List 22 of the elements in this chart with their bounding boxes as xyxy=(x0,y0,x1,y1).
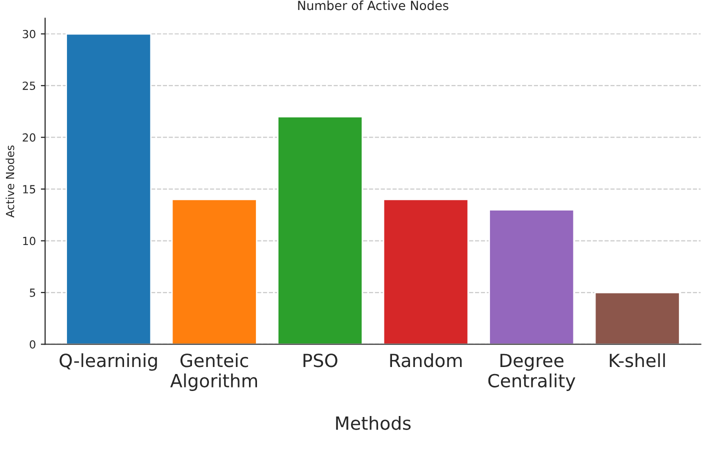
y-axis-title: Active Nodes xyxy=(6,146,14,218)
bar xyxy=(66,33,152,344)
bar xyxy=(171,198,258,344)
y-tick-label: 30 xyxy=(22,30,36,38)
y-tick-label: 0 xyxy=(30,340,36,349)
x-tick-label: Degree Centrality xyxy=(488,354,576,391)
x-tick-label: Q-learninig xyxy=(60,353,157,371)
chart-title: Number of Active Nodes xyxy=(298,0,448,10)
bar xyxy=(382,198,469,344)
y-tick-label: 15 xyxy=(23,185,36,194)
bar xyxy=(594,292,680,344)
y-tick-label: 10 xyxy=(23,236,36,246)
x-tick-label: Random xyxy=(390,353,462,368)
x-tick-label: Genteic Algorithm xyxy=(170,353,257,391)
bar xyxy=(277,116,364,344)
x-tick-label: PSO xyxy=(304,354,338,368)
x-tick-label: K-shell xyxy=(610,353,665,368)
y-tick-label: 25 xyxy=(22,82,36,90)
bar xyxy=(488,209,575,344)
y-tick-label: 5 xyxy=(30,288,36,297)
x-axis-title: Methods xyxy=(336,416,411,430)
y-tick-label: 20 xyxy=(22,133,36,142)
